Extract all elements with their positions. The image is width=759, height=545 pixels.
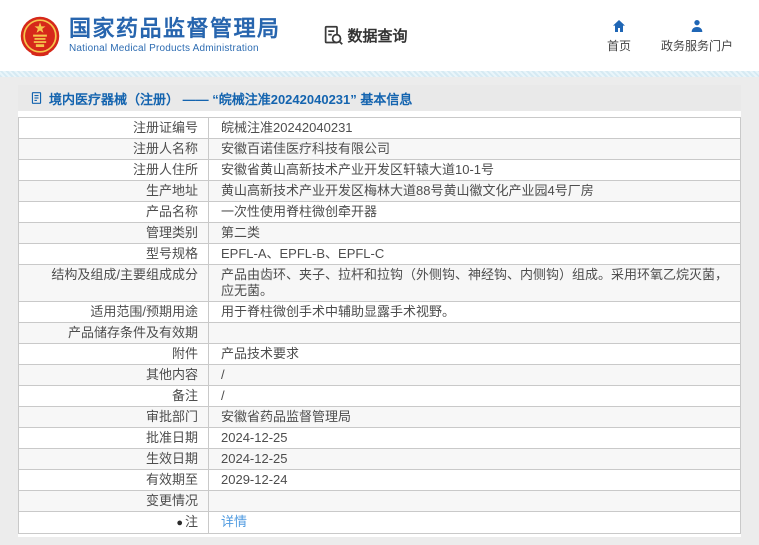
table-row-note: ● 注 详情: [19, 512, 740, 534]
site-header: 国家药品监督管理局 National Medical Products Admi…: [0, 0, 759, 71]
row-label: 适用范围/预期用途: [19, 302, 209, 322]
row-value: 用于脊柱微创手术中辅助显露手术视野。: [221, 304, 456, 319]
table-row: 附件 产品技术要求: [19, 344, 740, 365]
row-label: 备注: [19, 386, 209, 406]
row-value: 安徽百诺佳医疗科技有限公司: [221, 141, 391, 156]
nav-gov-portal[interactable]: 政务服务门户: [661, 18, 733, 54]
row-value: EPFL-A、EPFL-B、EPFL-C: [221, 246, 385, 261]
table-row: 管理类别 第二类: [19, 223, 740, 244]
row-label: 注册人住所: [19, 160, 209, 180]
table-row: 型号规格 EPFL-A、EPFL-B、EPFL-C: [19, 244, 740, 265]
row-value: [209, 491, 740, 511]
table-row: 适用范围/预期用途 用于脊柱微创手术中辅助显露手术视野。: [19, 302, 740, 323]
row-value: 产品技术要求: [221, 346, 300, 361]
table-row: 备注 /: [19, 386, 740, 407]
content-panel: 境内医疗器械（注册） —— “皖械注准20242040231” 基本信息 注册证…: [18, 85, 741, 537]
table-row: 其他内容 /: [19, 365, 740, 386]
user-icon: [691, 19, 703, 32]
document-search-icon: [324, 25, 343, 45]
row-label: 变更情况: [19, 491, 209, 511]
table-row: 审批部门 安徽省药品监督管理局: [19, 407, 740, 428]
row-label: 附件: [19, 344, 209, 364]
row-value: 黄山高新技术产业开发区梅林大道88号黄山徽文化产业园4号厂房: [221, 183, 594, 198]
registration-detail-table: 注册证编号 皖械注准20242040231 注册人名称 安徽百诺佳医疗科技有限公司 …: [18, 117, 741, 534]
note-detail-link[interactable]: 详情: [221, 514, 248, 529]
table-row: 有效期至 2029-12-24: [19, 470, 740, 491]
main-area: 境内医疗器械（注册） —— “皖械注准20242040231” 基本信息 注册证…: [0, 77, 759, 537]
row-value: 第二类: [221, 225, 261, 240]
row-label: 产品储存条件及有效期: [19, 323, 209, 343]
row-value: /: [221, 367, 225, 382]
table-row: 注册证编号 皖械注准20242040231: [19, 118, 740, 139]
row-value: 2029-12-24: [221, 472, 288, 487]
row-label: 其他内容: [19, 365, 209, 385]
nav-gov-portal-label: 政务服务门户: [660, 38, 733, 53]
row-value: 安徽省黄山高新技术产业开发区轩辕大道10-1号: [221, 162, 495, 177]
row-value: 产品由齿环、夹子、拉杆和拉钩（外侧钩、神经钩、内侧钩）组成。采用环氧乙烷灭菌，应…: [221, 267, 729, 298]
row-value: 一次性使用脊柱微创牵开器: [221, 204, 378, 219]
breadcrumb: 境内医疗器械（注册） —— “皖械注准20242040231” 基本信息: [18, 85, 741, 111]
page-icon: [31, 92, 42, 104]
row-label: 有效期至: [19, 470, 209, 490]
row-value: [209, 323, 740, 343]
org-subtitle: National Medical Products Administration: [69, 43, 259, 54]
row-label: 管理类别: [19, 223, 209, 243]
row-label: 注册证编号: [19, 118, 209, 138]
row-value: 2024-12-25: [221, 430, 288, 445]
table-row: 产品名称 一次性使用脊柱微创牵开器: [19, 202, 740, 223]
nav-data-query[interactable]: 数据查询: [323, 25, 408, 46]
row-label: 产品名称: [19, 202, 209, 222]
row-label: 型号规格: [19, 244, 209, 264]
row-value: 2024-12-25: [221, 451, 288, 466]
nav-home[interactable]: 首页: [607, 18, 631, 54]
table-row: 变更情况: [19, 491, 740, 512]
note-bullet-icon: ●: [176, 516, 183, 529]
row-label: 审批部门: [19, 407, 209, 427]
table-row: 生产地址 黄山高新技术产业开发区梅林大道88号黄山徽文化产业园4号厂房: [19, 181, 740, 202]
row-label: 生产地址: [19, 181, 209, 201]
row-value: 详情: [209, 512, 740, 533]
home-icon: [612, 19, 625, 32]
header-nav: 首页 政务服务门户: [607, 18, 733, 54]
table-row: 注册人名称 安徽百诺佳医疗科技有限公司: [19, 139, 740, 160]
row-label: 结构及组成/主要组成成分: [19, 265, 209, 301]
row-value: 皖械注准20242040231: [221, 120, 353, 135]
table-row: 产品储存条件及有效期: [19, 323, 740, 344]
row-value: 安徽省药品监督管理局: [221, 409, 352, 424]
table-row: 结构及组成/主要组成成分 产品由齿环、夹子、拉杆和拉钩（外侧钩、神经钩、内侧钩）组…: [19, 265, 740, 302]
national-emblem-icon: [20, 16, 60, 56]
nav-data-query-label: 数据查询: [347, 28, 408, 45]
row-label: 生效日期: [19, 449, 209, 469]
breadcrumb-title: 境内医疗器械（注册） —— “皖械注准20242040231” 基本信息: [49, 91, 413, 107]
decorative-band: [0, 71, 759, 77]
table-row: 注册人住所 安徽省黄山高新技术产业开发区轩辕大道10-1号: [19, 160, 740, 181]
org-title: 国家药品监督管理局: [69, 16, 281, 41]
site-logo: 国家药品监督管理局 National Medical Products Admi…: [18, 14, 281, 58]
row-label: 注册人名称: [19, 139, 209, 159]
row-value: /: [221, 388, 225, 403]
table-row: 批准日期 2024-12-25: [19, 428, 740, 449]
row-label: 批准日期: [19, 428, 209, 448]
row-label: ● 注: [19, 512, 209, 533]
table-row: 生效日期 2024-12-25: [19, 449, 740, 470]
nav-home-label: 首页: [606, 38, 631, 53]
